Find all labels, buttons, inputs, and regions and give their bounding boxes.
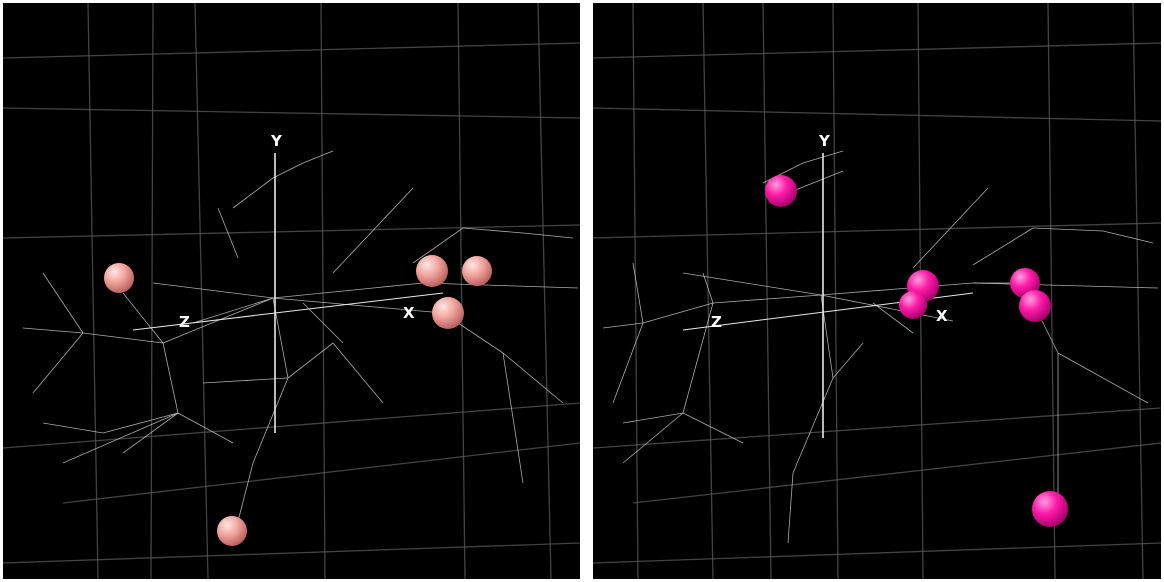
grid-lines: [3, 3, 580, 579]
sphere[interactable]: [416, 255, 448, 287]
right-3d-scene: Y X Z: [593, 3, 1161, 579]
network-graph: [22, 150, 579, 534]
sphere[interactable]: [1019, 290, 1051, 322]
x-axis-label: X: [403, 304, 415, 322]
x-axis-label: X: [936, 307, 948, 325]
left-3d-scene: Y X Z: [3, 3, 580, 579]
sphere[interactable]: [765, 175, 797, 207]
sphere[interactable]: [462, 256, 492, 286]
y-axis-label: Y: [818, 132, 831, 150]
sphere[interactable]: [899, 291, 927, 319]
spheres: [765, 175, 1068, 527]
sphere[interactable]: [1032, 491, 1068, 527]
spheres: [104, 255, 492, 546]
grid-lines: [593, 3, 1161, 579]
sphere[interactable]: [104, 263, 134, 293]
z-axis-label: Z: [711, 313, 722, 331]
sphere[interactable]: [217, 516, 247, 546]
right-3d-view[interactable]: Y X Z: [593, 3, 1161, 579]
axes: [132, 153, 444, 433]
y-axis-label: Y: [270, 132, 283, 150]
sphere[interactable]: [432, 297, 464, 329]
left-3d-view[interactable]: Y X Z: [3, 3, 580, 579]
network-graph: [602, 150, 1159, 544]
z-axis-label: Z: [179, 313, 190, 331]
